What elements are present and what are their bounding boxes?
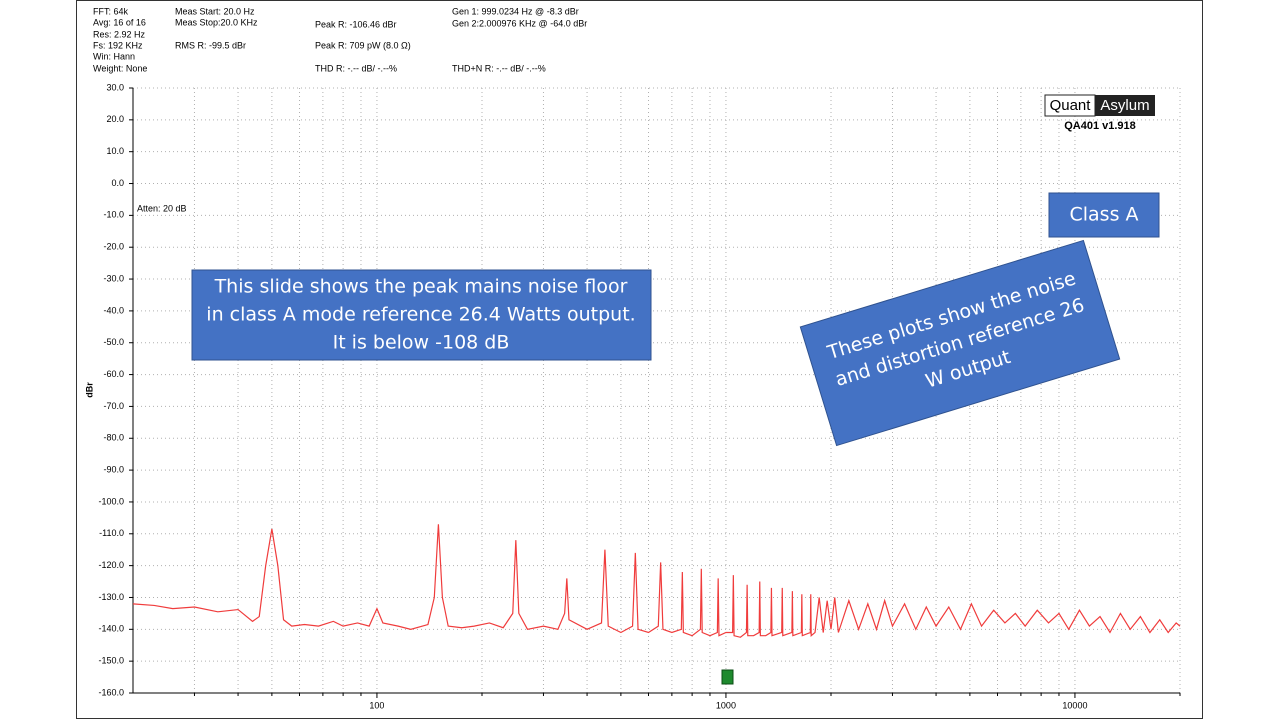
readout: THD+N R: -.-- dB/ -.--% [452,63,546,73]
note-box-bg [191,269,652,361]
readout: Win: Hann [93,51,135,61]
readout: Meas Stop:20.0 KHz [175,17,258,27]
version: QA401 v1.918 [1064,120,1136,132]
atten-label: Atten: 20 dB [137,203,187,213]
readout: Gen 1: 999.0234 Hz @ -8.3 dBr [452,6,579,16]
note-line: in class A mode reference 26.4 Watts out… [206,304,635,326]
note-box: This slide shows the peak mains noise fl… [191,269,652,361]
y-tick-label: -160.0 [98,687,124,697]
logo-text: Quant [1050,97,1092,114]
readout: FFT: 64k [93,6,129,16]
y-tick-label: -50.0 [103,337,124,347]
y-tick-label: 0.0 [111,178,124,188]
x-tick-label: 100 [369,700,384,710]
y-axis-label: dBr [84,382,94,398]
readout: Res: 2.92 Hz [93,29,146,39]
tilted-box-bg [799,239,1121,447]
y-tick-label: -90.0 [103,464,124,474]
readout: Gen 2:2.000976 KHz @ -64.0 dBr [452,18,587,28]
x-tick-label: 10000 [1062,700,1087,710]
y-tick-label: -30.0 [103,273,124,283]
logo-text: Asylum [1100,97,1149,114]
marker [721,669,734,685]
y-tick-label: -150.0 [98,656,124,666]
class-box-bg [1048,192,1160,238]
readout: Avg: 16 of 16 [93,17,146,27]
x-tick-label: 1000 [716,700,736,710]
y-tick-label: -100.0 [98,496,124,506]
y-tick-label: -120.0 [98,560,124,570]
y-tick-label: -130.0 [98,592,124,602]
readout: Fs: 192 KHz [93,40,143,50]
y-tick-label: -80.0 [103,433,124,443]
y-tick-label: -60.0 [103,369,124,379]
y-tick-label: 20.0 [106,114,124,124]
y-tick-label: 30.0 [106,82,124,92]
y-tick-label: -110.0 [99,528,124,538]
y-tick-label: -140.0 [98,624,124,634]
readout: THD R: -.-- dB/ -.--% [315,63,397,73]
note-line: It is below -108 dB [333,332,510,354]
readout: Peak R: 709 pW (8.0 Ω) [315,40,411,50]
class-label: Class A [1069,204,1138,226]
logo-right [1095,95,1155,116]
class-box: Class A [1048,192,1160,238]
note-line: This slide shows the peak mains noise fl… [214,276,628,298]
y-tick-label: -70.0 [103,401,124,411]
readouts: FFT: 64k Avg: 16 of 16 Res: 2.92 Hz Fs: … [93,6,587,73]
logo: Quant Asylum QA401 v1.918 [1044,94,1155,132]
readout: RMS R: -99.5 dBr [175,40,246,50]
readout: Weight: None [93,63,147,73]
y-tick-label: -40.0 [103,305,124,315]
y-tick-label: 10.0 [106,146,124,156]
readout: Meas Start: 20.0 Hz [175,6,255,16]
y-tick-label: -20.0 [103,242,124,252]
readout: Peak R: -106.46 dBr [315,19,397,29]
y-tick-label: -10.0 [103,210,124,220]
spectrum-line [132,524,1181,638]
